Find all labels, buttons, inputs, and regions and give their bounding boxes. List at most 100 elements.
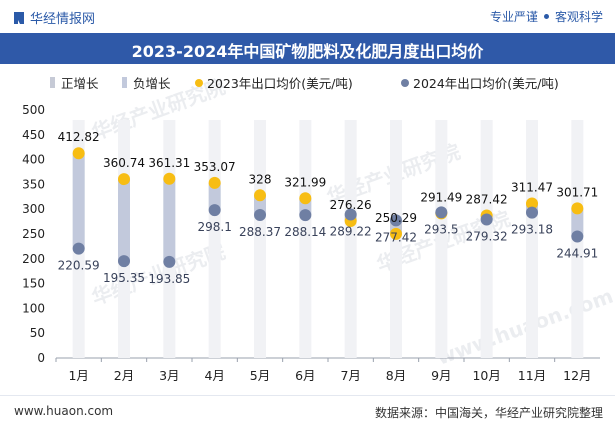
y-tick-label: 100 [22, 301, 45, 315]
legend-marker [122, 77, 127, 88]
y-tick-label: 0 [37, 351, 45, 365]
data-label-2024: 288.37 [239, 225, 281, 239]
y-tick-label: 150 [22, 277, 45, 291]
column-background [254, 120, 266, 358]
column-background [526, 120, 538, 358]
y-tick-label: 300 [22, 202, 45, 216]
column-background [435, 120, 448, 358]
data-labels: 412.82 220.59 360.74 195.35 361.31 193.85 353.… [58, 130, 599, 286]
point-2024 [526, 206, 538, 219]
legend-marker [401, 79, 409, 87]
tagline-left: 专业严谨 [489, 10, 538, 24]
data-label-2023: 328 [249, 172, 272, 186]
point-2023 [390, 227, 402, 240]
y-tick-label: 450 [22, 128, 45, 142]
x-tick-label: 1月 [68, 368, 88, 383]
point-2024 [435, 206, 448, 219]
tagline: 专业严谨 客观科学 [490, 8, 603, 25]
x-tick-label: 11月 [518, 368, 546, 383]
negative-growth-bar [571, 208, 584, 237]
point-2024 [72, 242, 85, 255]
x-tick-label: 12月 [563, 368, 591, 383]
x-axis: 1月 2月 3月 4月 5月 6月 7月 8月 9月 10月 11月 12月 [55, 358, 592, 383]
brand-logo-icon [14, 12, 24, 24]
data-label-2023: 250.29 [375, 211, 417, 225]
point-2024 [299, 209, 312, 222]
chart-area: 华经产业研究院华经产业研究院华经产业研究院华经产业研究院www.huaon.co… [22, 74, 615, 383]
legend: 正增长 负增长 2023年出口均价(美元/吨) 2024年出口均价(美元/吨) [50, 76, 559, 91]
data-label-2023: 321.99 [284, 175, 326, 189]
point-2023 [163, 172, 176, 185]
y-tick-label: 200 [22, 252, 45, 266]
footer-source: 数据来源：中国海关，华经产业研究院整理 [374, 406, 603, 420]
data-label-2024: 193.85 [148, 272, 190, 286]
dot-separator-icon [543, 14, 549, 19]
point-2024 [163, 255, 176, 268]
data-points [72, 147, 584, 268]
data-label-2023: 311.47 [511, 181, 553, 195]
x-tick-label: 10月 [472, 368, 500, 383]
y-tick-label: 400 [22, 153, 45, 167]
data-label-2024: 293.5 [424, 222, 458, 236]
footer-website[interactable]: www.huaon.com [14, 404, 114, 418]
point-2023 [254, 189, 266, 202]
point-2023 [72, 147, 85, 160]
negative-growth-bar [118, 179, 130, 262]
data-label-2024: 277.42 [375, 230, 417, 244]
data-label-2023: 301.71 [556, 185, 598, 199]
x-tick-label: 8月 [386, 368, 406, 383]
data-label-2023: 412.82 [58, 130, 100, 144]
point-2023 [299, 192, 312, 205]
brand-name: 华经情报网 [30, 12, 96, 27]
point-2023 [208, 176, 221, 189]
data-label-2024: 220.59 [58, 259, 100, 273]
x-tick-label: 9月 [431, 368, 451, 383]
legend-marker [50, 77, 55, 88]
data-label-2023: 360.74 [103, 156, 145, 170]
brand[interactable]: 华经情报网 [14, 8, 95, 27]
data-label-2024: 195.35 [103, 271, 145, 285]
data-label-2024: 293.18 [511, 223, 553, 237]
point-2024 [571, 230, 584, 243]
x-tick-label: 4月 [204, 368, 224, 383]
point-2023 [526, 197, 538, 210]
column-background [208, 120, 221, 358]
point-2023 [571, 202, 584, 215]
point-2024 [480, 213, 493, 226]
data-label-2023: 287.42 [466, 192, 508, 206]
point-2024 [344, 208, 357, 221]
watermark-text: www.huaon.com [434, 284, 615, 370]
point-2024 [208, 204, 221, 217]
legend-label: 2023年出口均价(美元/吨) [207, 76, 353, 91]
x-tick-label: 2月 [114, 368, 134, 383]
point-2024 [118, 255, 130, 268]
column-background [299, 120, 312, 358]
tagline-right: 客观科学 [554, 10, 603, 24]
title-bar [0, 33, 615, 64]
data-label-2024: 279.32 [466, 229, 508, 243]
data-label-2024: 289.22 [330, 225, 372, 239]
top-bar: 华经情报网 专业严谨 客观科学 [0, 0, 615, 34]
chart-title: 2023-2024年中国矿物肥料及化肥月度出口均价 [131, 42, 484, 61]
x-tick-label: 3月 [159, 368, 179, 383]
y-tick-label: 250 [22, 227, 45, 241]
column-background [344, 120, 357, 358]
legend-label: 负增长 [133, 76, 171, 91]
data-label-2023: 291.49 [420, 190, 462, 204]
point-2024 [390, 214, 402, 227]
data-label-2023: 276.26 [330, 198, 372, 212]
legend-label: 2024年出口均价(美元/吨) [413, 76, 559, 91]
y-tick-label: 500 [22, 103, 45, 117]
data-label-2024: 288.14 [284, 225, 326, 239]
footer-bar [0, 395, 615, 428]
x-tick-label: 6月 [295, 368, 315, 383]
x-tick-label: 5月 [250, 368, 270, 383]
data-label-2024: 298.1 [197, 220, 231, 234]
point-2024 [254, 208, 266, 221]
negative-growth-bar [208, 182, 221, 211]
data-label-2023: 353.07 [194, 160, 236, 174]
data-label-2024: 244.91 [556, 247, 598, 261]
legend-marker [195, 79, 203, 87]
data-label-2023: 361.31 [148, 156, 190, 170]
column-background [480, 120, 493, 358]
